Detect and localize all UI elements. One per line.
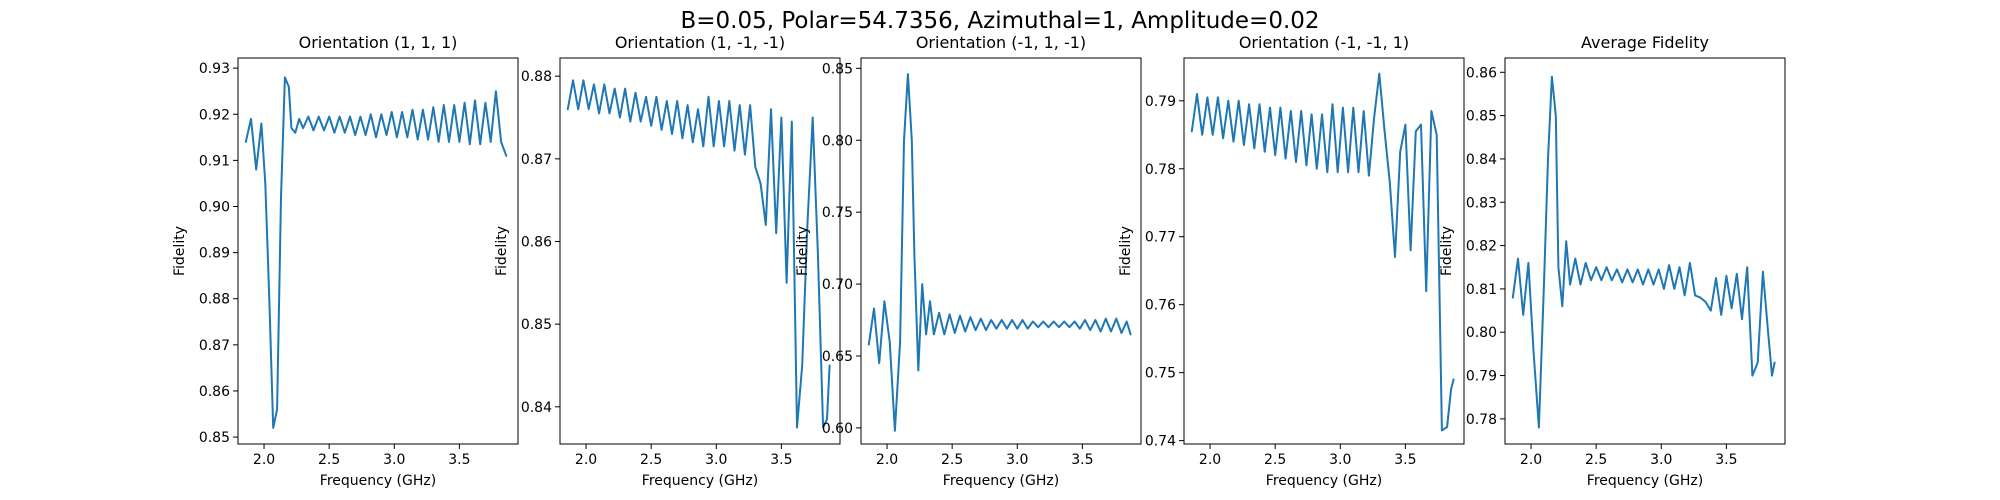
y-tick-label: 0.78 [1145, 162, 1176, 178]
series-line [566, 79, 831, 429]
panel-title: Orientation (1, -1, -1) [615, 33, 785, 52]
chart-panel-2: 2.0 2.5 3.0 3.5 0.84 0.85 0.86 0.87 0.88 Orientat… [494, 33, 841, 489]
x-tick-label: 2.0 [575, 452, 597, 468]
y-tick-label: 0.70 [822, 277, 853, 293]
x-tick-label: 3.0 [1650, 452, 1672, 468]
y-tick-label: 0.76 [1145, 298, 1176, 314]
y-tick-label: 0.86 [521, 234, 552, 250]
y-tick-label: 0.74 [1145, 434, 1176, 450]
y-tick-label: 0.89 [199, 246, 230, 262]
x-tick-label: 3.0 [1006, 452, 1028, 468]
y-tick-label: 0.85 [199, 430, 230, 446]
plot-frame [1504, 57, 1786, 445]
y-tick-label: 0.93 [199, 61, 230, 77]
y-tick-label: 0.84 [1466, 152, 1497, 168]
y-tick-label: 0.77 [1145, 230, 1176, 246]
plot-frame [1183, 57, 1465, 445]
y-tick-label: 0.79 [1145, 94, 1176, 110]
y-axis-label: Fidelity [1118, 226, 1134, 276]
chart-panel-5: 2.0 2.5 3.0 3.5 0.78 0.79 0.80 0.81 0.82 0.83 0.84… [1439, 33, 1786, 489]
y-tick-label: 0.88 [521, 69, 552, 85]
y-tick-label: 0.82 [1466, 239, 1497, 255]
y-tick-label: 0.87 [199, 338, 230, 354]
series-line [1511, 75, 1776, 429]
x-axis-label: Frequency (GHz) [943, 473, 1059, 489]
chart-panel-3: 2.0 2.5 3.0 3.5 0.60 0.65 0.70 0.75 0.80 0.85 Orie… [795, 33, 1142, 489]
figure-suptitle: B=0.05, Polar=54.7356, Azimuthal=1, Ampl… [680, 8, 1319, 34]
plot-frame [860, 57, 1142, 445]
x-axis-label: Frequency (GHz) [320, 473, 436, 489]
y-tick-label: 0.60 [822, 421, 853, 437]
y-tick-label: 0.80 [822, 133, 853, 149]
y-tick-label: 0.75 [822, 205, 853, 221]
x-tick-label: 3.5 [1394, 452, 1416, 468]
y-tick-label: 0.80 [1466, 325, 1497, 341]
x-tick-label: 2.5 [941, 452, 963, 468]
y-axis-label: Fidelity [494, 226, 510, 276]
x-tick-label: 3.0 [1329, 452, 1351, 468]
x-tick-label: 2.5 [640, 452, 662, 468]
panel-title: Average Fidelity [1581, 33, 1709, 52]
x-tick-label: 2.0 [1520, 452, 1542, 468]
plot-frame [559, 57, 841, 445]
y-tick-label: 0.92 [199, 107, 230, 123]
y-tick-label: 0.83 [1466, 195, 1497, 211]
x-axis-label: Frequency (GHz) [1266, 473, 1382, 489]
y-tick-label: 0.79 [1466, 369, 1497, 385]
y-tick-label: 0.65 [822, 349, 853, 365]
x-tick-label: 2.5 [1264, 452, 1286, 468]
y-tick-label: 0.87 [521, 152, 552, 168]
x-tick-label: 2.0 [253, 452, 275, 468]
x-tick-label: 3.5 [1715, 452, 1737, 468]
y-tick-label: 0.91 [199, 153, 230, 169]
x-tick-label: 2.5 [318, 452, 340, 468]
plot-frame [237, 57, 519, 445]
x-tick-label: 2.0 [876, 452, 898, 468]
y-tick-label: 0.75 [1145, 366, 1176, 382]
chart-panel-4: 2.0 2.5 3.0 3.5 0.74 0.75 0.76 0.77 0.78 0.79 Orie… [1118, 33, 1465, 489]
y-tick-label: 0.85 [1466, 109, 1497, 125]
x-tick-label: 3.5 [448, 452, 470, 468]
y-tick-label: 0.90 [199, 199, 230, 215]
series-line [1190, 72, 1455, 432]
x-tick-label: 2.5 [1585, 452, 1607, 468]
chart-panel-1: 2.0 2.5 3.0 3.5 0.85 0.86 0.87 0.88 0.89 0.90 0.91… [172, 33, 519, 489]
x-axis-label: Frequency (GHz) [1587, 473, 1703, 489]
x-tick-label: 3.5 [770, 452, 792, 468]
y-tick-label: 0.86 [1466, 65, 1497, 81]
series-line [867, 73, 1132, 432]
panel-title: Orientation (-1, -1, 1) [1239, 33, 1409, 52]
panel-title: Orientation (1, 1, 1) [299, 33, 458, 52]
y-tick-label: 0.88 [199, 292, 230, 308]
series-line [244, 76, 508, 429]
y-tick-label: 0.81 [1466, 282, 1497, 298]
x-tick-label: 3.5 [1071, 452, 1093, 468]
panel-title: Orientation (-1, 1, -1) [916, 33, 1086, 52]
y-tick-label: 0.78 [1466, 412, 1497, 428]
x-tick-label: 3.0 [383, 452, 405, 468]
x-tick-label: 3.0 [705, 452, 727, 468]
y-tick-label: 0.85 [521, 317, 552, 333]
y-axis-label: Fidelity [795, 226, 811, 276]
x-axis-label: Frequency (GHz) [642, 473, 758, 489]
y-tick-label: 0.84 [521, 400, 552, 416]
y-tick-label: 0.85 [822, 61, 853, 77]
y-tick-label: 0.86 [199, 384, 230, 400]
y-axis-label: Fidelity [1439, 226, 1455, 276]
x-tick-label: 2.0 [1199, 452, 1221, 468]
y-axis-label: Fidelity [172, 226, 188, 276]
